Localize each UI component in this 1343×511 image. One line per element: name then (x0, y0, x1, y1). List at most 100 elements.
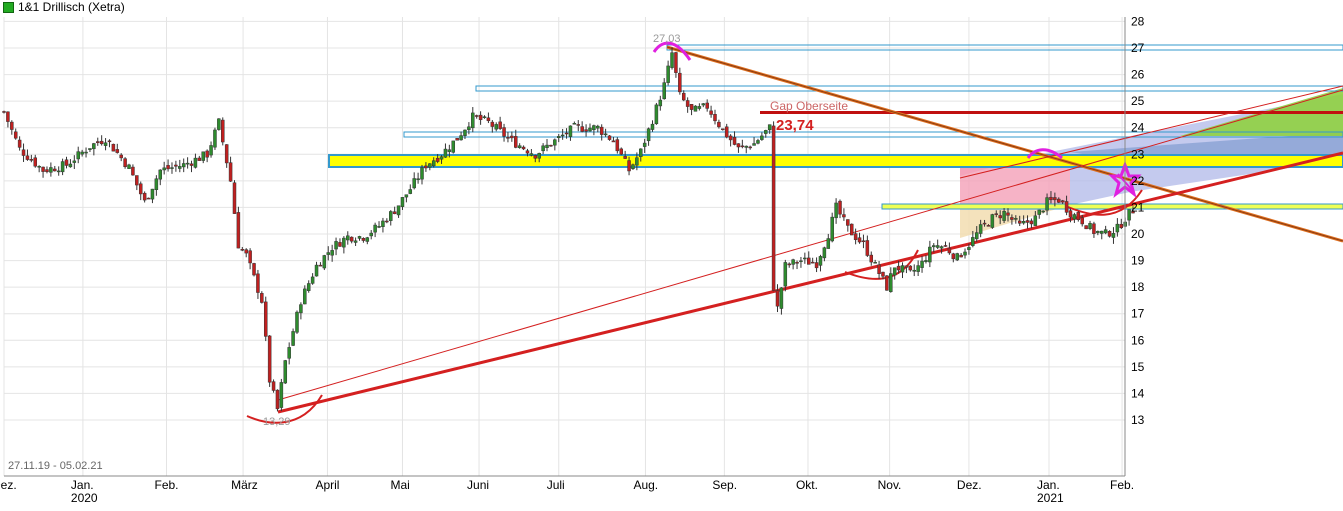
candle-body (639, 148, 643, 157)
x-tick-label: Feb. (155, 478, 179, 492)
yellow-band-21 (328, 154, 1343, 168)
candle-body (439, 156, 444, 160)
candle-body (795, 261, 799, 264)
candle-body (900, 265, 905, 273)
candles (2, 47, 1135, 412)
candle-body (916, 265, 920, 272)
candle-body (783, 262, 788, 287)
candle-body (799, 260, 803, 263)
candle-body (529, 153, 534, 156)
candle-body (49, 167, 53, 173)
candle-body (908, 265, 913, 271)
candle-body (810, 261, 815, 264)
candle-body (353, 240, 358, 243)
candle-body (803, 257, 807, 260)
candle-body (299, 304, 303, 314)
candle-body (193, 157, 198, 168)
candle-body (642, 142, 647, 147)
candle-body (213, 129, 217, 148)
candle-body (400, 197, 405, 207)
candle-body (37, 165, 41, 168)
gap-line (760, 111, 1343, 114)
candle-body (431, 160, 436, 167)
candle-body (932, 245, 936, 248)
candle-body (521, 146, 526, 150)
candle-body (955, 253, 959, 261)
candle-body (967, 247, 971, 250)
x-tick-label: Sep. (712, 478, 737, 492)
upper-channel-line (959, 85, 1343, 179)
candle-body (170, 167, 174, 169)
candle-body (947, 247, 952, 254)
candle-body (443, 148, 448, 158)
candle-body (807, 257, 811, 265)
gap-value: 23,74 (776, 117, 814, 134)
candle-body (689, 104, 694, 110)
candle-body (158, 169, 163, 180)
candle-body (385, 220, 389, 223)
candle-body (1045, 197, 1049, 211)
candle-body (498, 121, 502, 129)
candle-body (764, 130, 768, 134)
candle-body (217, 118, 221, 130)
candle-body (10, 121, 14, 130)
candle-body (267, 335, 272, 383)
candle-body (853, 233, 858, 240)
candle-body (138, 183, 143, 195)
candle-body (998, 215, 1002, 219)
candle-body (127, 164, 131, 169)
candle-body (455, 137, 459, 141)
candle-body (721, 128, 725, 131)
candle-body (564, 132, 569, 135)
candle-body (256, 273, 260, 293)
candle-body (1088, 223, 1092, 229)
candle-body (224, 144, 229, 164)
candle-body (451, 140, 456, 153)
labels: 27,03 13,29 Gap Oberseite 23,74 (263, 33, 848, 428)
x-tick-label: Okt. (796, 478, 818, 492)
candle-body (740, 145, 745, 148)
candle-body (1064, 201, 1069, 213)
candle-body (17, 139, 22, 148)
candle-body (80, 151, 84, 155)
candle-body (209, 145, 213, 156)
candle-body (21, 149, 26, 156)
candle-body (510, 135, 514, 139)
candle-body (533, 155, 538, 159)
candle-body (771, 125, 776, 291)
x-tick-label: Nov. (878, 478, 902, 492)
drawing-overlays (246, 41, 1343, 424)
candle-body (857, 237, 862, 243)
chart-legend: 1&1 Drillisch (Xetra) (3, 0, 125, 14)
candle-body (701, 103, 706, 106)
candle-body (1053, 197, 1057, 201)
candle-body (142, 192, 147, 201)
candle-body (365, 237, 370, 242)
candle-body (494, 124, 498, 130)
candle-body (236, 212, 241, 249)
tan-zone (960, 205, 1070, 238)
candle-body (556, 136, 561, 138)
x-tick-label: Dez. (0, 478, 17, 492)
candle-body (877, 264, 881, 274)
candle-body (596, 125, 600, 129)
candle-body (291, 331, 295, 346)
y-tick-label: 22 (1131, 174, 1145, 188)
y-tick-label: 28 (1131, 14, 1145, 28)
candle-body (549, 144, 553, 147)
candle-body (189, 163, 194, 166)
candle-body (939, 246, 944, 249)
date-range: 27.11.19 - 05.02.21 (8, 460, 103, 472)
candle-body (435, 157, 440, 162)
candle-body (260, 293, 264, 303)
candle-body (502, 127, 506, 137)
candle-body (346, 235, 350, 241)
candle-body (959, 254, 963, 258)
candle-body (654, 104, 659, 125)
x-tick-label: Jan. (1037, 478, 1060, 492)
candle-body (181, 163, 186, 168)
candle-body (838, 200, 842, 215)
candle-body (377, 226, 381, 228)
candle-body (111, 143, 116, 152)
candle-body (791, 259, 795, 265)
